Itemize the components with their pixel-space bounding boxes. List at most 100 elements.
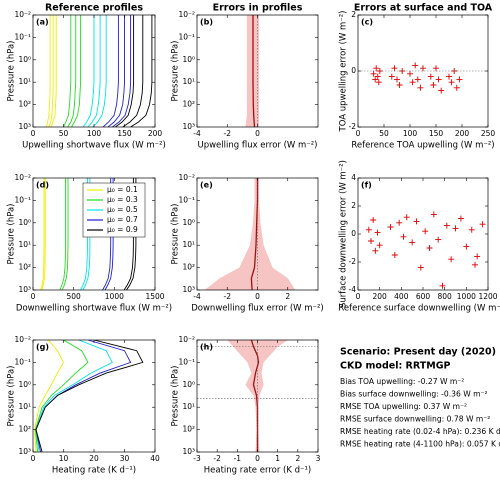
y-tick-label: 10⁰	[182, 380, 195, 389]
y-tick-label: 10¹	[182, 77, 195, 86]
y-axis-label: Pressure (hPa)	[171, 204, 181, 265]
y-tick-label: 10¹	[182, 402, 195, 411]
error-band	[227, 340, 288, 452]
point	[422, 228, 429, 235]
point	[372, 76, 379, 83]
point	[430, 211, 437, 218]
point	[417, 84, 424, 91]
point	[370, 217, 377, 223]
x-tick-label: 1000	[457, 292, 476, 301]
y-tick-label: 10⁻²	[178, 173, 195, 182]
point	[448, 79, 455, 86]
profile-line	[41, 178, 46, 290]
y-axis-label: Pressure (hPa)	[171, 41, 181, 102]
profile-line	[92, 15, 107, 127]
y-tick-label: 10⁻¹	[14, 357, 31, 366]
profile-line	[40, 178, 45, 290]
y-tick-label: 0	[351, 66, 356, 75]
point	[463, 243, 470, 250]
y-tick-label: 10⁻²	[178, 335, 195, 344]
y-tick-label: 10³	[18, 122, 31, 131]
y-tick-label: 10²	[182, 100, 195, 109]
profile-line	[122, 15, 144, 127]
profile-line	[112, 15, 132, 127]
point	[365, 226, 372, 233]
y-tick-label: 10⁻²	[14, 173, 31, 182]
x-tick-label: 0	[255, 454, 260, 463]
x-tick-label: 2	[295, 454, 300, 463]
summary-line: Bias surface downwelling: -0.36 W m⁻²	[340, 390, 488, 399]
x-tick-label: 20	[89, 454, 99, 463]
x-tick-label: -4	[193, 129, 201, 138]
profile-line	[35, 340, 144, 452]
x-tick-label: 1500	[145, 292, 164, 301]
panel-label: (e)	[200, 181, 213, 190]
x-tick-label: -2	[213, 454, 221, 463]
point	[373, 65, 380, 72]
legend-label: μ₀ = 0.9	[107, 225, 138, 234]
point	[374, 73, 381, 80]
point	[396, 219, 403, 226]
x-tick-label: 400	[394, 292, 409, 301]
point	[388, 73, 395, 80]
point	[443, 222, 450, 229]
y-tick-label: 10⁻¹	[178, 357, 195, 366]
point	[400, 233, 407, 240]
x-axis-label: Heating rate (K d⁻¹)	[52, 466, 136, 476]
x-tick-label: 0	[255, 129, 260, 138]
profile-line	[61, 178, 69, 290]
point	[433, 65, 439, 72]
point	[427, 73, 434, 80]
point	[439, 282, 446, 289]
y-axis-label: Pressure (hPa)	[171, 366, 181, 427]
x-tick-label: -3	[193, 454, 201, 463]
profile-line	[35, 340, 113, 452]
summary-line: RMSE surface downwelling: 0.78 W m⁻²	[340, 415, 490, 424]
y-tick-label: 10⁻²	[14, 10, 31, 19]
y-tick-label: -2	[349, 257, 357, 266]
x-tick-label: -4	[193, 292, 201, 301]
y-tick-label: 10⁻¹	[14, 195, 31, 204]
error-band	[204, 178, 296, 290]
y-tick-label: 10⁰	[182, 218, 195, 227]
x-axis-label: Upwelling flux error (W m⁻²)	[197, 141, 317, 151]
summary-line: Bias TOA upwelling: -0.27 W m⁻²	[340, 377, 464, 386]
summary-line: RMSE TOA upwelling: 0.37 W m⁻²	[340, 402, 467, 411]
x-tick-label: 200	[373, 292, 388, 301]
profile-line	[48, 15, 54, 127]
y-tick-label: 10¹	[182, 240, 195, 249]
x-tick-label: 500	[67, 292, 82, 301]
point	[435, 236, 442, 243]
panel-label: (b)	[200, 18, 213, 27]
x-tick-label: 50	[379, 129, 389, 138]
y-tick-label: 10³	[182, 285, 195, 294]
x-tick-label: 40	[150, 454, 160, 463]
panel-label: (g)	[36, 343, 49, 352]
point	[435, 76, 442, 83]
y-tick-label: 10⁻²	[178, 10, 195, 19]
point	[448, 256, 455, 263]
y-tick-label: 10¹	[18, 240, 31, 249]
panel-title: Errors at surface and TOA	[354, 3, 493, 14]
y-tick-label: 10²	[18, 425, 31, 434]
y-tick-label: 0	[351, 229, 356, 238]
y-tick-label: 10²	[182, 425, 195, 434]
x-axis-label: Heating rate error (K d⁻¹)	[204, 466, 311, 476]
plot-area	[34, 340, 144, 452]
y-tick-label: 10²	[182, 263, 195, 272]
point	[472, 261, 478, 268]
y-tick-label: 10⁻¹	[178, 32, 195, 41]
x-tick-label: 50	[59, 129, 69, 138]
point	[370, 70, 377, 77]
point	[403, 214, 410, 221]
y-tick-label: 10³	[182, 122, 195, 131]
y-axis-label: Surface downwelling error (W m⁻²)	[339, 160, 349, 308]
point	[438, 87, 445, 94]
x-tick-label: 0	[31, 129, 36, 138]
point	[420, 65, 426, 72]
y-tick-label: 10⁻¹	[14, 32, 31, 41]
panel-label: (a)	[36, 18, 49, 27]
point	[387, 224, 394, 230]
mean-line	[252, 15, 256, 127]
